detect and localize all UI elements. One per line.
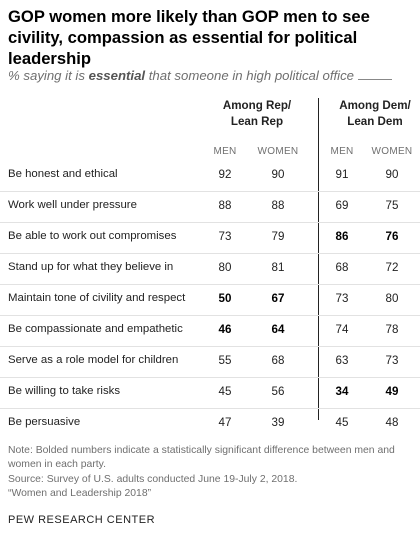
value-cell: 73	[385, 354, 399, 367]
party-divider	[318, 98, 319, 420]
value-cell: 90	[271, 168, 285, 181]
row-label: Work well under pressure	[8, 199, 137, 211]
value-cell: 72	[385, 261, 399, 274]
value-cell: 45	[335, 416, 349, 429]
row-separator	[0, 376, 420, 378]
value-cell: 45	[218, 385, 232, 398]
value-cell: 56	[271, 385, 285, 398]
group-header-dem: Among Dem/ Lean Dem	[325, 98, 420, 130]
row-separator	[0, 283, 420, 285]
brand-name: PEW RESEARCH CENTER	[8, 514, 156, 526]
row-separator	[0, 252, 420, 254]
group-header-dem-line2: Lean Dem	[347, 115, 403, 128]
value-cell: 69	[335, 199, 349, 212]
value-cell: 74	[335, 323, 349, 336]
note-significance: Note: Bolded numbers indicate a statisti…	[8, 445, 395, 471]
value-cell: 49	[385, 385, 399, 398]
subtitle-after: that someone in high political office	[145, 68, 355, 83]
row-separator	[0, 345, 420, 347]
value-cell: 88	[271, 199, 285, 212]
row-label: Serve as a role model for children	[8, 354, 179, 366]
value-cell: 68	[335, 261, 349, 274]
subtitle-blank-line	[358, 79, 393, 80]
value-cell: 34	[335, 385, 349, 398]
row-separator	[0, 407, 420, 409]
subtitle-before: % saying it is	[8, 68, 89, 83]
note-source: Source: Survey of U.S. adults conducted …	[8, 473, 298, 485]
row-label: Be able to work out compromises	[8, 230, 177, 242]
row-separator	[0, 221, 420, 223]
value-cell: 73	[335, 292, 349, 305]
value-cell: 68	[271, 354, 285, 367]
value-cell: 63	[335, 354, 349, 367]
row-separator	[0, 314, 420, 316]
group-header-dem-line1: Among Dem/	[339, 99, 411, 112]
value-cell: 91	[335, 168, 349, 181]
column-header-dem-men: MEN	[330, 146, 354, 157]
value-cell: 79	[271, 230, 285, 243]
value-cell: 88	[218, 199, 232, 212]
notes: Note: Bolded numbers indicate a statisti…	[8, 444, 418, 502]
value-cell: 90	[385, 168, 399, 181]
group-header-rep-line2: Lean Rep	[230, 115, 284, 128]
value-cell: 47	[218, 416, 232, 429]
column-header-rep-men: MEN	[213, 146, 237, 157]
value-cell: 39	[271, 416, 285, 429]
value-cell: 67	[271, 292, 285, 305]
value-cell: 80	[385, 292, 399, 305]
value-cell: 80	[218, 261, 232, 274]
subtitle-emphasis: essential	[88, 68, 146, 83]
chart-title: GOP women more likely than GOP men to se…	[8, 7, 370, 68]
row-label: Be willing to take risks	[8, 385, 121, 397]
column-header-dem-women: WOMEN	[371, 146, 413, 157]
group-header-rep: Among Rep/ Lean Rep	[205, 98, 309, 130]
value-cell: 73	[218, 230, 232, 243]
value-cell: 64	[271, 323, 285, 336]
value-cell: 86	[335, 230, 349, 243]
row-label: Be compassionate and empathetic	[8, 323, 183, 335]
row-label: Maintain tone of civility and respect	[8, 292, 186, 304]
value-cell: 75	[385, 199, 399, 212]
value-cell: 46	[218, 323, 232, 336]
value-cell: 48	[385, 416, 399, 429]
row-separator	[0, 190, 420, 192]
value-cell: 78	[385, 323, 399, 336]
value-cell: 92	[218, 168, 232, 181]
value-cell: 50	[218, 292, 232, 305]
note-report: “Women and Leadership 2018”	[8, 488, 152, 500]
value-cell: 76	[385, 230, 399, 243]
row-label: Stand up for what they believe in	[8, 261, 174, 273]
row-label: Be persuasive	[8, 416, 81, 428]
chart-subtitle: % saying it is essential that someone in…	[8, 68, 393, 83]
group-header-rep-line1: Among Rep/	[222, 99, 292, 112]
value-cell: 81	[271, 261, 285, 274]
column-header-rep-women: WOMEN	[257, 146, 299, 157]
row-label: Be honest and ethical	[8, 168, 118, 180]
value-cell: 55	[218, 354, 232, 367]
